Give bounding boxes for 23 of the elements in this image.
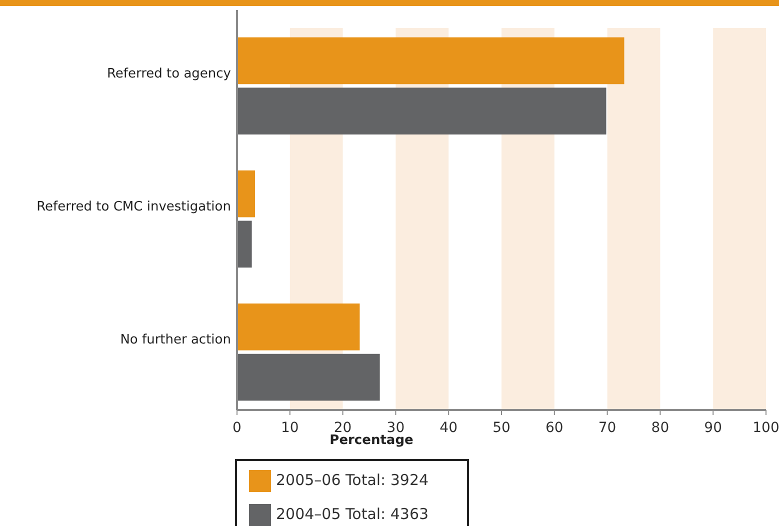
x-tick-label: 50 (492, 420, 510, 436)
legend-label: 2004–05 Total: 4363 (276, 505, 429, 524)
x-tick-label: 70 (598, 420, 616, 436)
x-tick-label: 40 (440, 420, 458, 436)
x-tick-label: 30 (386, 420, 405, 436)
bar (237, 354, 380, 401)
y-tick-label: No further action (120, 332, 231, 348)
bar (237, 304, 360, 350)
y-tick-label: Referred to agency (106, 66, 232, 82)
bar (237, 88, 606, 134)
x-tick-label: 20 (334, 420, 352, 436)
x-axis-title: Percentage (330, 433, 414, 448)
x-tick-label: 10 (280, 420, 299, 436)
x-tick-label: 80 (651, 420, 670, 436)
bar (237, 220, 252, 268)
bar (237, 37, 624, 84)
x-tick-label: 100 (752, 420, 779, 436)
y-tick-label: Referred to CMC investigation (36, 200, 231, 215)
x-tick-label: 0 (232, 420, 242, 436)
bar (237, 170, 255, 218)
legend-label: 2005–06 Total: 3924 (276, 471, 429, 490)
x-tick-label: 60 (545, 420, 564, 436)
x-tick-label: 90 (704, 420, 722, 436)
